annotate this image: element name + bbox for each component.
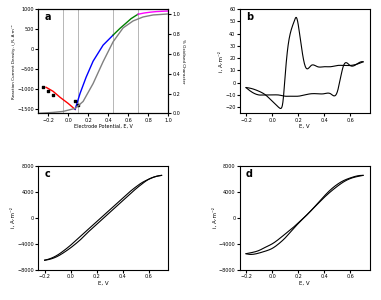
Text: a: a bbox=[45, 12, 51, 22]
X-axis label: Electrode Potential, E, V: Electrode Potential, E, V bbox=[74, 124, 133, 129]
X-axis label: E, V: E, V bbox=[98, 280, 109, 286]
Point bbox=[45, 89, 51, 94]
Point bbox=[72, 99, 78, 104]
Y-axis label: i, A·m⁻²: i, A·m⁻² bbox=[212, 207, 218, 228]
Text: d: d bbox=[246, 169, 253, 179]
Point bbox=[75, 102, 81, 107]
X-axis label: E, V: E, V bbox=[299, 280, 310, 286]
X-axis label: E, V: E, V bbox=[299, 124, 310, 129]
Y-axis label: % Oxidised Character: % Oxidised Character bbox=[181, 39, 186, 83]
Y-axis label: Reaction Current Density, i_R, A·m⁻²: Reaction Current Density, i_R, A·m⁻² bbox=[12, 24, 16, 98]
Y-axis label: i, A·m⁻²: i, A·m⁻² bbox=[218, 51, 224, 72]
Text: c: c bbox=[45, 169, 50, 179]
Text: b: b bbox=[246, 12, 253, 22]
Y-axis label: i, A·m⁻²: i, A·m⁻² bbox=[11, 207, 16, 228]
Point bbox=[40, 85, 46, 90]
Point bbox=[50, 93, 56, 98]
